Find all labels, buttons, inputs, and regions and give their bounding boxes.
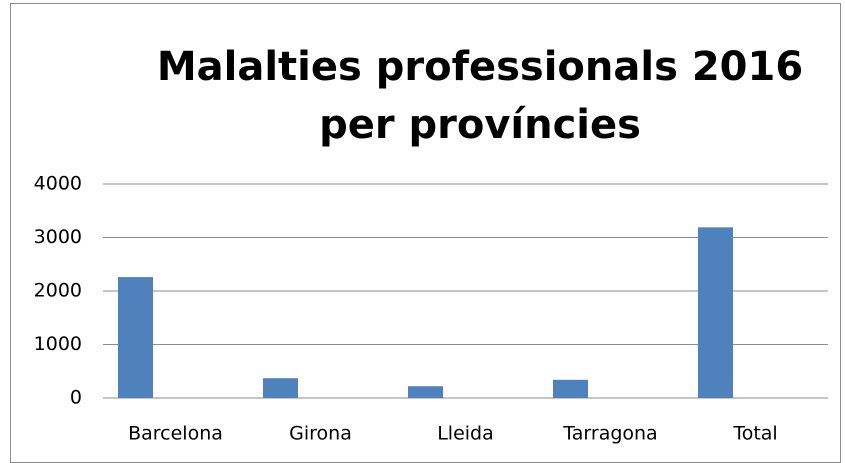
y-tick-label: 1000: [34, 333, 82, 355]
x-tick-label: Tarragona: [562, 423, 657, 445]
bar: [118, 277, 153, 398]
bar: [553, 379, 588, 398]
x-tick-label: Barcelona: [128, 423, 223, 445]
y-tick-label: 4000: [34, 173, 82, 195]
bar: [263, 378, 298, 398]
bar: [698, 227, 733, 398]
y-tick-label: 0: [70, 387, 82, 409]
bar: [408, 386, 443, 398]
x-tick-label: Total: [732, 423, 777, 445]
y-tick-label: 3000: [34, 226, 82, 248]
y-tick-label: 2000: [34, 280, 82, 302]
x-tick-label: Girona: [289, 423, 352, 445]
chart-title: Malalties professionals 2016 per provínc…: [156, 44, 804, 148]
x-tick-label: Lleida: [437, 423, 494, 445]
